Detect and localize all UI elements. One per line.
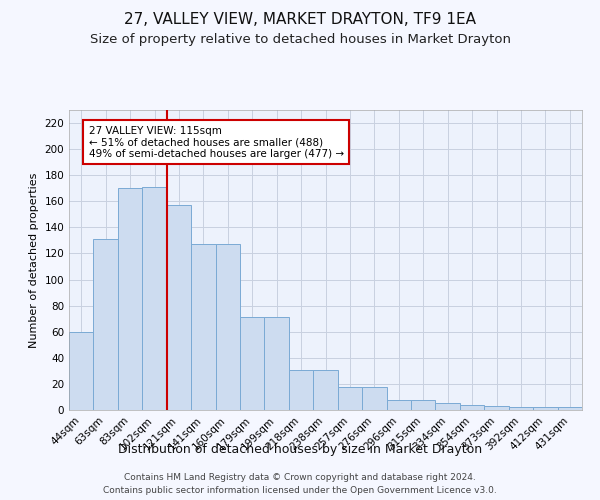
Bar bbox=[386, 400, 411, 410]
Bar bbox=[118, 188, 142, 410]
Bar bbox=[215, 244, 240, 410]
Bar bbox=[265, 318, 289, 410]
Bar bbox=[436, 404, 460, 410]
Text: Distribution of detached houses by size in Market Drayton: Distribution of detached houses by size … bbox=[118, 442, 482, 456]
Y-axis label: Number of detached properties: Number of detached properties bbox=[29, 172, 39, 348]
Bar bbox=[533, 408, 557, 410]
Bar bbox=[94, 239, 118, 410]
Text: Size of property relative to detached houses in Market Drayton: Size of property relative to detached ho… bbox=[89, 32, 511, 46]
Bar bbox=[509, 408, 533, 410]
Bar bbox=[240, 318, 265, 410]
Bar bbox=[362, 386, 386, 410]
Bar bbox=[69, 332, 94, 410]
Bar bbox=[142, 187, 167, 410]
Bar bbox=[313, 370, 338, 410]
Bar bbox=[167, 205, 191, 410]
Text: 27 VALLEY VIEW: 115sqm
← 51% of detached houses are smaller (488)
49% of semi-de: 27 VALLEY VIEW: 115sqm ← 51% of detached… bbox=[89, 126, 344, 159]
Bar bbox=[460, 405, 484, 410]
Bar bbox=[191, 244, 215, 410]
Text: 27, VALLEY VIEW, MARKET DRAYTON, TF9 1EA: 27, VALLEY VIEW, MARKET DRAYTON, TF9 1EA bbox=[124, 12, 476, 28]
Bar bbox=[338, 386, 362, 410]
Bar bbox=[484, 406, 509, 410]
Bar bbox=[289, 370, 313, 410]
Text: Contains HM Land Registry data © Crown copyright and database right 2024.
Contai: Contains HM Land Registry data © Crown c… bbox=[103, 474, 497, 495]
Bar bbox=[411, 400, 436, 410]
Bar bbox=[557, 408, 582, 410]
